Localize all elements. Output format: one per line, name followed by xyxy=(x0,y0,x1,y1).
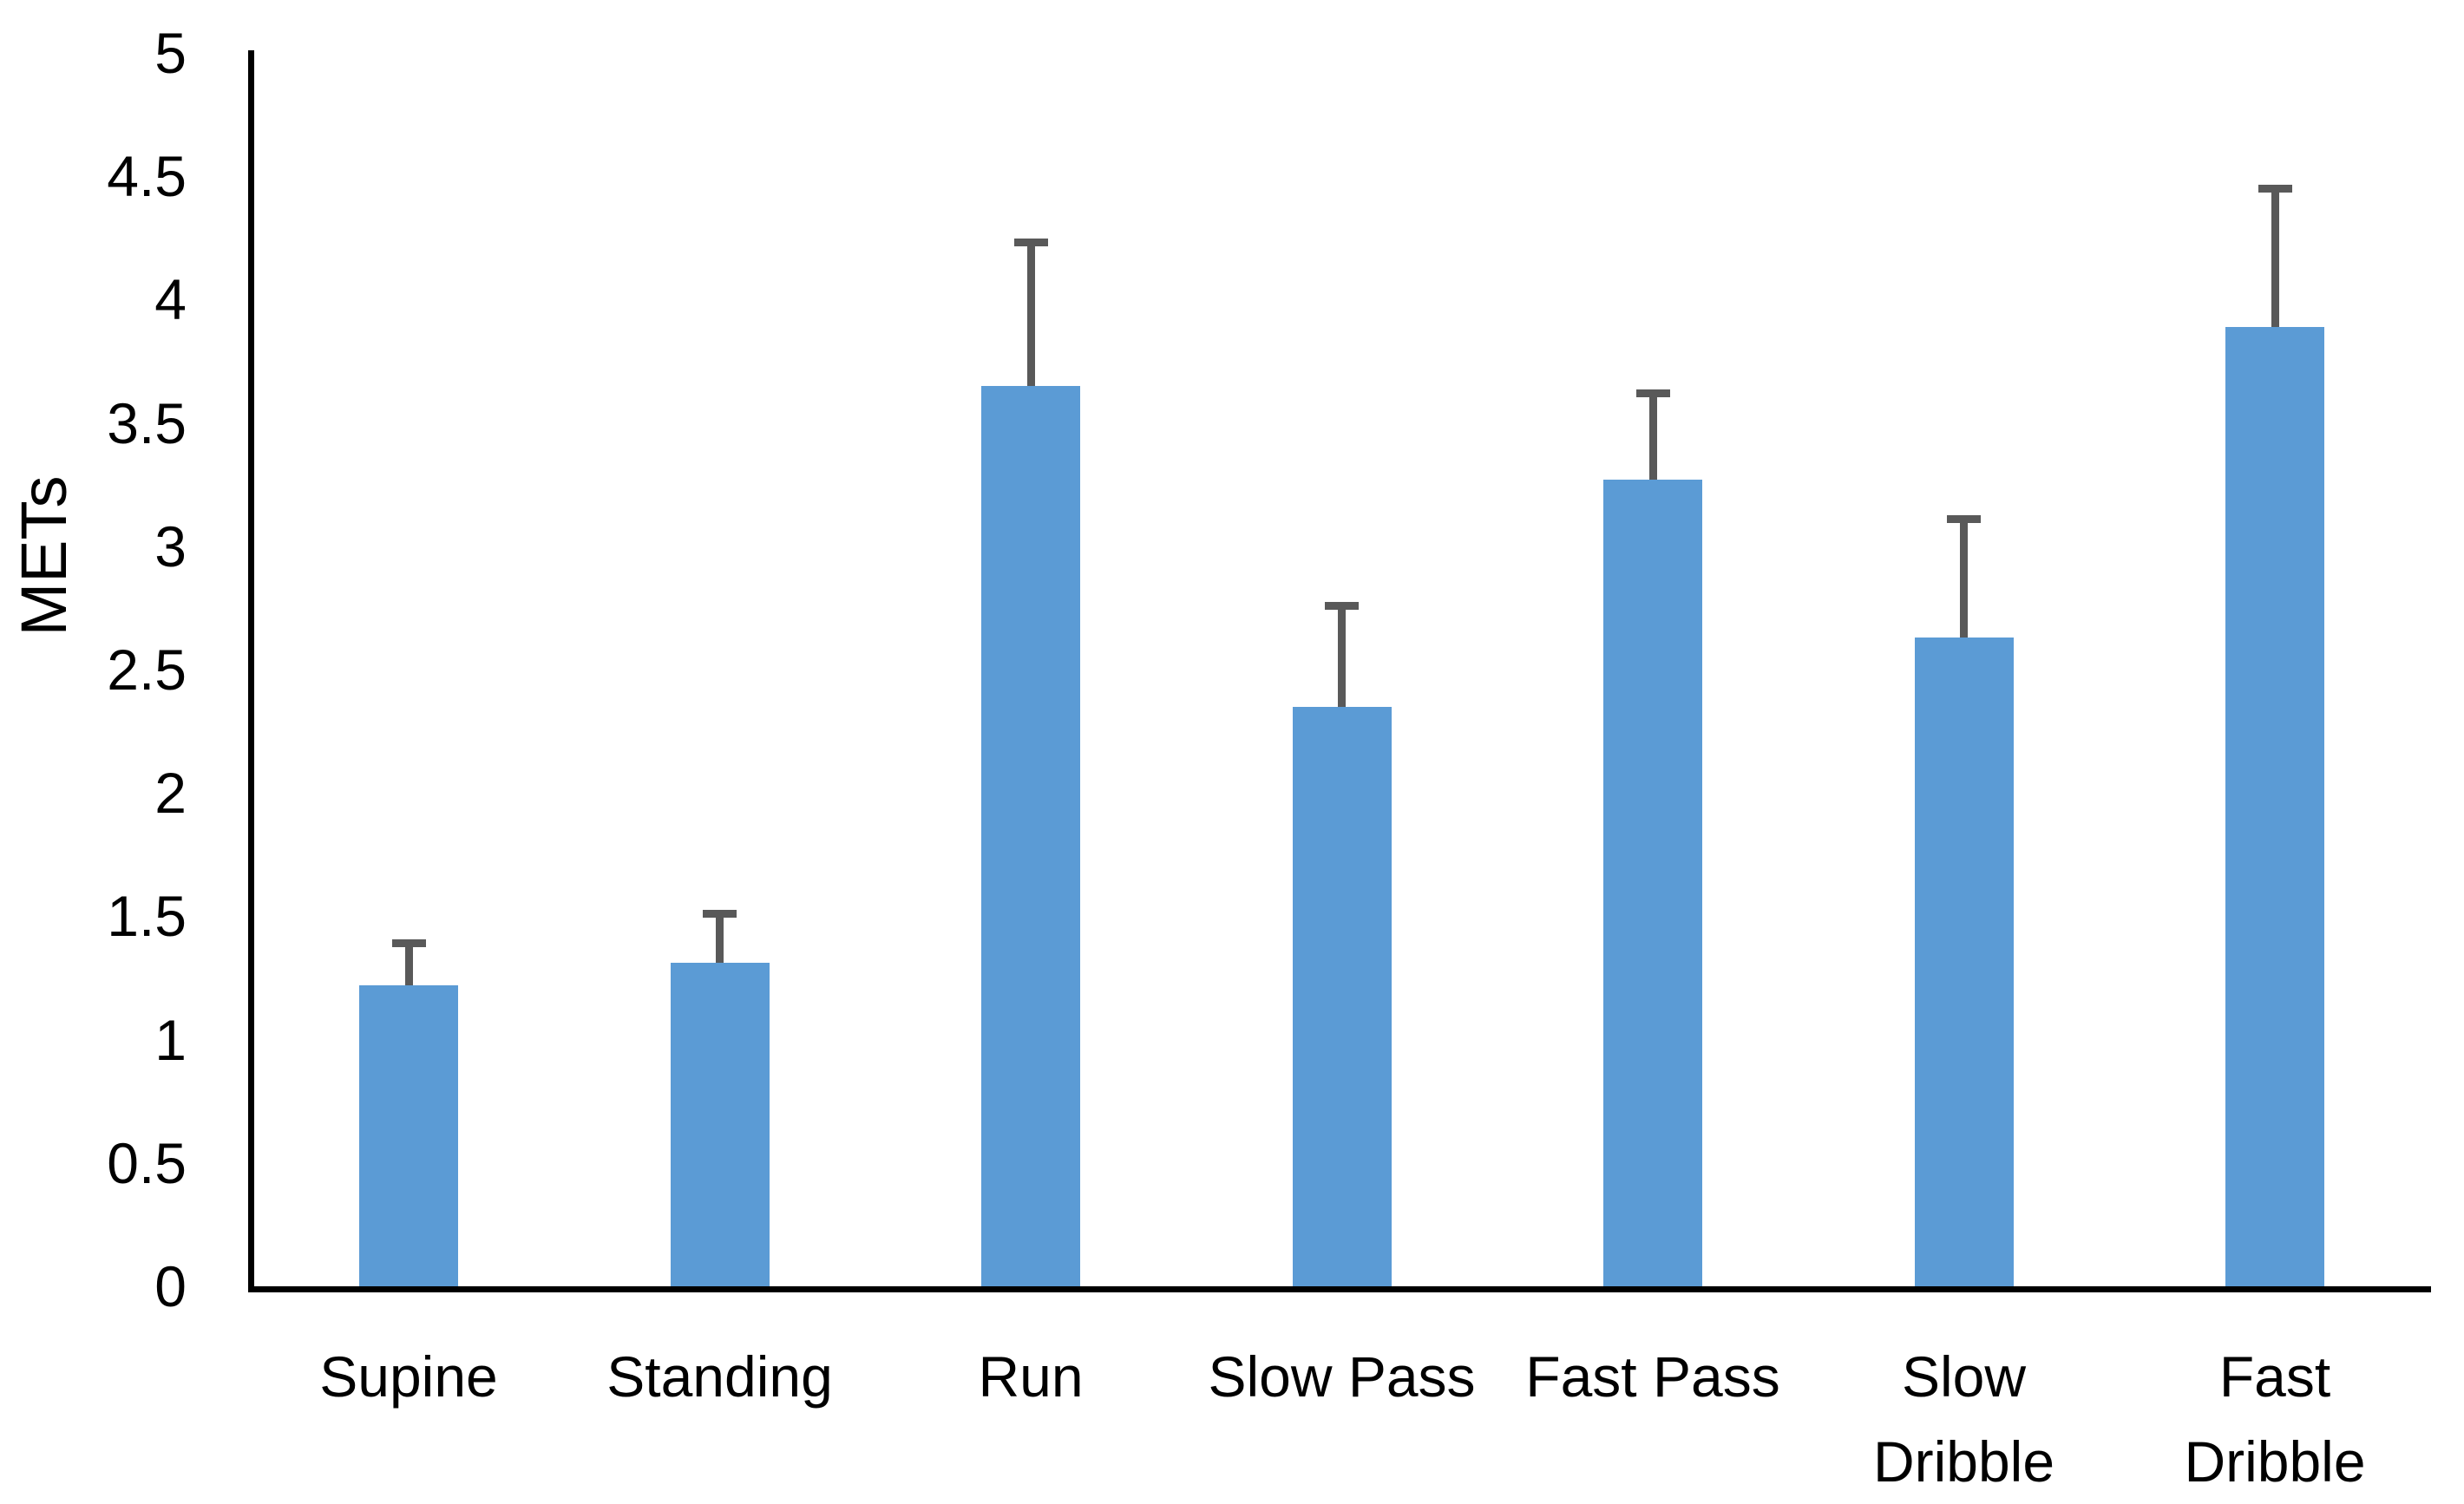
x-category-label-text: Dribble xyxy=(1872,1429,2055,1494)
y-tick-label: 4 xyxy=(154,267,187,332)
y-tick-label: 5 xyxy=(154,21,187,85)
x-category-label-slow-pass: Slow Pass xyxy=(1187,1334,1497,1419)
y-tick-label: 0 xyxy=(154,1254,187,1318)
y-tick-label: 2 xyxy=(154,761,187,826)
error-bar-line-supine xyxy=(404,943,413,986)
x-category-label-text: Slow xyxy=(1901,1344,2027,1409)
bar-run xyxy=(981,385,1080,1286)
x-category-label-standing: Standing xyxy=(565,1334,875,1419)
error-bar-line-fast-dribble xyxy=(2271,188,2279,327)
error-bar-line-fast-pass xyxy=(1648,393,1657,480)
error-bar-cap-fast-dribble xyxy=(2258,184,2292,193)
y-tick-label: 3.5 xyxy=(107,390,187,455)
y-tick-label: 3 xyxy=(154,513,187,579)
error-bar-cap-slow-pass xyxy=(1325,601,1359,610)
x-category-label-text: Standing xyxy=(606,1344,833,1409)
bar-slow-pass xyxy=(1292,706,1392,1286)
y-axis-line xyxy=(248,50,254,1292)
x-category-label-text: Run xyxy=(978,1344,1084,1409)
y-tick-label: 4.5 xyxy=(107,144,187,209)
bar-fast-dribble xyxy=(2225,326,2324,1286)
error-bar-line-standing xyxy=(716,913,724,964)
y-tick-label: 1 xyxy=(154,1007,187,1072)
bar-supine xyxy=(359,985,458,1286)
x-category-label-run: Run xyxy=(875,1334,1186,1419)
bar-fast-pass xyxy=(1603,480,1702,1286)
error-bar-cap-supine xyxy=(391,939,426,948)
y-tick-label: 2.5 xyxy=(107,638,187,702)
x-category-label-text: Dribble xyxy=(2184,1429,2366,1494)
error-bar-cap-fast-pass xyxy=(1635,389,1670,397)
error-bar-line-run xyxy=(1026,242,1035,386)
x-category-label-fast-dribble: Fast Dribble xyxy=(2120,1334,2430,1504)
x-axis-line xyxy=(248,1286,2431,1292)
y-tick-label: 1.5 xyxy=(107,884,187,949)
x-category-label-text: Supine xyxy=(319,1344,498,1409)
error-bar-cap-run xyxy=(1013,239,1048,247)
x-category-label-slow-dribble: Slow Dribble xyxy=(1809,1334,2120,1504)
bar-slow-dribble xyxy=(1914,638,2014,1286)
y-tick-label: 0.5 xyxy=(107,1130,187,1195)
x-category-label-fast-pass: Fast Pass xyxy=(1497,1334,1808,1419)
x-category-label-text: Fast Pass xyxy=(1525,1344,1780,1409)
error-bar-line-slow-pass xyxy=(1338,605,1346,707)
error-bar-line-slow-dribble xyxy=(1960,519,1968,638)
bar-standing xyxy=(670,963,770,1286)
x-category-label-text: Slow Pass xyxy=(1208,1344,1476,1409)
x-category-label-text: Fast xyxy=(2218,1344,2331,1409)
error-bar-cap-standing xyxy=(703,910,737,919)
x-category-label-supine: Supine xyxy=(253,1334,564,1419)
error-bar-cap-slow-dribble xyxy=(1947,515,1981,524)
